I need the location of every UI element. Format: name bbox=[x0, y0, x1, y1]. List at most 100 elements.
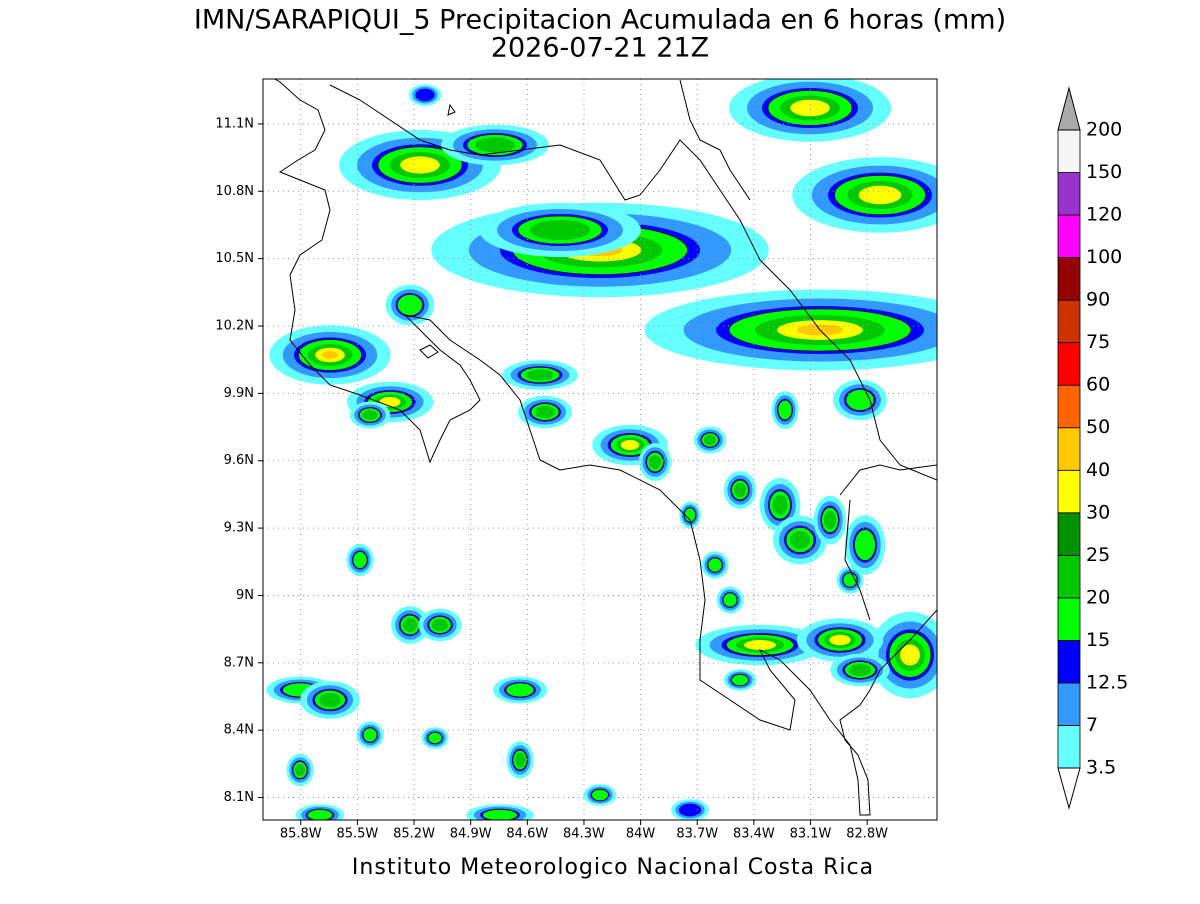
precip-contour bbox=[319, 693, 341, 707]
colorbar-swatch bbox=[1057, 682, 1081, 726]
x-tick-label: 85.2W bbox=[393, 827, 435, 842]
map-frame bbox=[262, 78, 938, 821]
precip-contour bbox=[415, 88, 435, 102]
precip-contour bbox=[678, 803, 702, 817]
precip-contour bbox=[397, 294, 423, 316]
colorbar-swatch bbox=[1057, 257, 1081, 301]
colorbar-swatch bbox=[1057, 554, 1081, 599]
y-tick-label: 9N bbox=[236, 588, 254, 603]
x-tick-label: 84.9W bbox=[450, 827, 492, 842]
colorbar-swatch bbox=[1057, 469, 1081, 514]
precip-contour bbox=[790, 531, 810, 549]
precip-contour bbox=[427, 732, 443, 744]
colorbar-label: 90 bbox=[1086, 289, 1110, 311]
colorbar-label: 120 bbox=[1086, 204, 1122, 226]
colorbar-swatch bbox=[1057, 129, 1081, 173]
colorbar-swatch bbox=[1057, 342, 1081, 386]
precip-contour bbox=[530, 220, 590, 240]
precip-contour bbox=[731, 674, 749, 686]
colorbar-label: 75 bbox=[1086, 331, 1110, 353]
precip-contour bbox=[777, 399, 793, 421]
precip-contour bbox=[824, 511, 836, 529]
colorbar-under bbox=[1057, 767, 1081, 810]
colorbar-label: 12.5 bbox=[1086, 671, 1128, 693]
colorbar-over bbox=[1057, 86, 1081, 131]
precip-contour bbox=[535, 406, 555, 418]
x-tick-label: 85.8W bbox=[280, 827, 322, 842]
precip-contour bbox=[432, 619, 448, 631]
precip-contour bbox=[352, 551, 368, 569]
precip-contour bbox=[649, 455, 661, 469]
precip-contour bbox=[790, 99, 830, 117]
precip-contour bbox=[722, 592, 738, 608]
colorbar-label: 25 bbox=[1086, 544, 1110, 566]
y-tick-label: 8.1N bbox=[224, 790, 254, 805]
map-title: IMN/SARAPIQUI_5 Precipitacion Acumulada … bbox=[194, 5, 1006, 36]
precip-contour bbox=[707, 557, 723, 573]
precip-contour bbox=[829, 634, 851, 646]
colorbar: 3.5 7 12.5 15 20 25 30 40 50 60 75 90 100 120 150 200 bbox=[1057, 86, 1128, 810]
colorbar-label: 3.5 bbox=[1086, 757, 1116, 779]
precip-contour bbox=[734, 483, 746, 497]
precip-field bbox=[266, 79, 937, 820]
x-tick-label: 84.3W bbox=[563, 827, 605, 842]
coastline bbox=[679, 79, 751, 201]
y-tick-label: 10.5N bbox=[215, 251, 254, 266]
precip-contour bbox=[295, 764, 305, 776]
colorbar-label: 200 bbox=[1086, 119, 1122, 141]
precip-contour bbox=[475, 137, 515, 153]
x-tick-label: 84W bbox=[626, 827, 656, 842]
colorbar-label: 60 bbox=[1086, 374, 1110, 396]
precip-contour bbox=[362, 727, 378, 743]
x-tick-label: 83.4W bbox=[733, 827, 775, 842]
colorbar-label: 100 bbox=[1086, 246, 1122, 268]
map-subtitle: 2026-07-21 21Z bbox=[491, 33, 709, 64]
colorbar-label: 30 bbox=[1086, 501, 1110, 523]
coastlines bbox=[273, 79, 937, 816]
footer: Instituto Meteorologico Nacional Costa R… bbox=[352, 855, 874, 880]
precip-contour bbox=[515, 753, 525, 767]
precip-contour bbox=[704, 435, 716, 445]
precip-contour bbox=[772, 495, 788, 515]
coastline bbox=[419, 103, 456, 359]
y-tick-label: 9.9N bbox=[224, 386, 254, 401]
precip-contour bbox=[400, 156, 440, 174]
border bbox=[839, 464, 937, 621]
precip-contour bbox=[307, 809, 333, 820]
precip-contour bbox=[505, 682, 535, 698]
precip-contour bbox=[403, 618, 417, 632]
colorbar-label: 150 bbox=[1086, 161, 1122, 183]
colorbar-label: 7 bbox=[1086, 714, 1098, 736]
y-tick-label: 9.6N bbox=[224, 453, 254, 468]
border bbox=[329, 84, 937, 481]
y-tick-label: 10.2N bbox=[215, 319, 254, 334]
x-tick-label: 85.5W bbox=[336, 827, 378, 842]
precip-contour bbox=[620, 440, 640, 450]
y-tick-label: 11.1N bbox=[215, 116, 254, 131]
colorbar-label: 20 bbox=[1086, 586, 1110, 608]
colorbar-swatch bbox=[1057, 725, 1081, 769]
colorbar-label: 15 bbox=[1086, 629, 1110, 651]
precip-contour bbox=[362, 410, 378, 420]
y-tick-label: 8.4N bbox=[224, 723, 254, 738]
colorbar-swatch bbox=[1057, 640, 1081, 684]
precip-contour bbox=[849, 664, 871, 676]
colorbar-swatch bbox=[1057, 512, 1081, 556]
coastline bbox=[273, 79, 937, 816]
precip-contour bbox=[900, 644, 920, 666]
y-tick-label: 8.7N bbox=[224, 655, 254, 670]
x-tick-label: 83.1W bbox=[790, 827, 832, 842]
y-tick-label: 10.8N bbox=[215, 184, 254, 199]
x-tick-label: 83.7W bbox=[676, 827, 718, 842]
x-tick-label: 82.8W bbox=[846, 827, 888, 842]
colorbar-swatch bbox=[1057, 597, 1081, 641]
colorbar-label: 40 bbox=[1086, 459, 1110, 481]
precip-contour bbox=[591, 789, 609, 801]
x-tick-label: 84.6W bbox=[506, 827, 548, 842]
precip-contour bbox=[858, 185, 902, 205]
colorbar-swatch bbox=[1057, 172, 1081, 216]
colorbar-swatch bbox=[1057, 299, 1081, 344]
precip-contour bbox=[854, 529, 876, 561]
colorbar-label: 50 bbox=[1086, 416, 1110, 438]
